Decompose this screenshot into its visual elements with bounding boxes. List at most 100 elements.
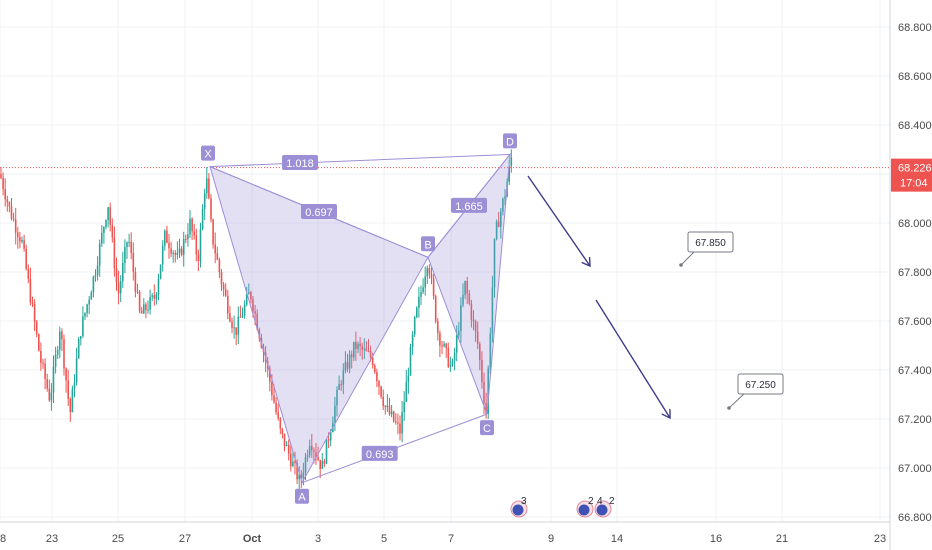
callout-anchor (727, 406, 731, 410)
candle-body (344, 362, 347, 371)
ratio-badge (451, 197, 487, 213)
candle-body (195, 235, 198, 255)
candle-body (428, 268, 431, 274)
projection-arrow-1 (527, 175, 590, 266)
projection-arrow-2 (595, 299, 670, 418)
candle-body (42, 362, 44, 364)
candle-body (38, 334, 40, 351)
x-tick-label: 27 (179, 533, 191, 545)
candle-body (176, 252, 179, 255)
candle-body (308, 445, 311, 456)
candle-body (348, 354, 351, 369)
candle-body (35, 321, 38, 335)
candle-body (203, 193, 206, 209)
candle-body (77, 338, 80, 359)
candle-body (239, 316, 242, 318)
candle-body (500, 211, 502, 227)
candle-body (504, 196, 506, 199)
candle-body (432, 277, 435, 296)
y-tick-label: 66.800 (898, 512, 932, 524)
candle-body (306, 455, 309, 458)
ratio-label: 1.665 (455, 201, 483, 213)
candle-body (206, 178, 208, 194)
candle-body (269, 368, 271, 382)
candle-body (397, 422, 399, 424)
candle-body (495, 221, 498, 239)
candle-body (378, 381, 380, 387)
candle-body (98, 243, 101, 266)
candle-body (122, 262, 124, 282)
candle-body (485, 402, 487, 414)
candle-body (411, 334, 414, 347)
candle-body (86, 304, 88, 313)
candle-body (399, 423, 401, 434)
candle-body (470, 303, 473, 320)
candle-body (426, 268, 429, 277)
candle-body (235, 327, 237, 335)
x-tick-label: 9 (548, 533, 554, 545)
candle-body (369, 351, 372, 358)
candle-body (155, 294, 158, 299)
candle-body (50, 392, 53, 401)
ratio-label: 0.693 (366, 449, 394, 461)
pattern-point-badge (480, 420, 494, 436)
candle-body (21, 240, 23, 242)
candle-body (382, 396, 384, 406)
candle-body (357, 343, 359, 349)
candle-body (237, 316, 240, 335)
candle-body (315, 451, 317, 458)
candle-body (481, 359, 483, 382)
candle-body (149, 296, 151, 310)
candle-body (103, 227, 105, 233)
candle-body (460, 304, 462, 332)
candle-body (212, 219, 214, 245)
candle-body (109, 207, 111, 225)
candle-body (2, 177, 4, 190)
candle-body (287, 444, 290, 454)
candle-body (229, 313, 231, 322)
candle-body (294, 461, 296, 463)
candle-body (413, 317, 416, 335)
candle-body (44, 363, 46, 380)
candle-body (84, 312, 86, 317)
candle-body (111, 224, 114, 238)
harmonic-pattern: X A B C D 1.018 0.697 0.693 1.665 (201, 133, 517, 504)
candle-body (214, 244, 216, 254)
candle-body (311, 445, 313, 451)
ratio-label: 0.697 (305, 207, 333, 219)
candle-body (101, 232, 103, 244)
candle-body (172, 252, 174, 254)
candle-body (424, 276, 426, 288)
pattern-point-badge (295, 488, 309, 504)
candle-body (323, 461, 326, 464)
candle-body (256, 313, 258, 330)
candle-body (283, 433, 286, 447)
candle-body (29, 278, 32, 303)
candle-body (416, 307, 418, 318)
pattern-triangle (427, 152, 511, 415)
candle-body (136, 291, 139, 293)
candle-body (321, 461, 324, 469)
y-tick-label: 68.000 (898, 218, 932, 230)
candle-body (92, 276, 95, 293)
candle-body (502, 198, 504, 212)
callout-pointer (680, 251, 695, 266)
candle-body (71, 388, 74, 413)
candle-body (319, 459, 321, 469)
candle-body (252, 299, 254, 312)
candle-body (73, 382, 76, 389)
grid (0, 0, 890, 522)
candle-body (451, 360, 454, 365)
candle-body (166, 230, 168, 243)
candle-body (143, 304, 145, 314)
candle-body (447, 347, 450, 367)
candle-body (33, 304, 36, 322)
candle-body (327, 439, 330, 441)
candle-body (302, 472, 305, 479)
y-tick-label: 67.800 (898, 267, 932, 279)
candle-body (187, 234, 189, 240)
x-tick-label: 14 (611, 533, 623, 545)
candle-body (361, 346, 363, 350)
